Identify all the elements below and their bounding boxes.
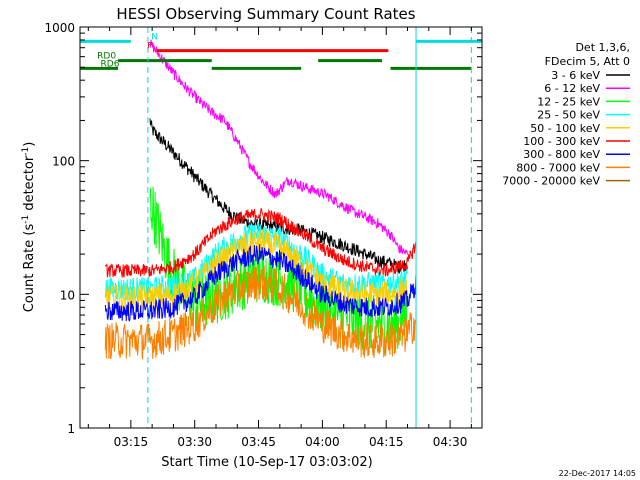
legend-label-9: 7000 - 20000 keV (502, 175, 600, 188)
x-axis: 03:15 03:30 03:45 04:00 04:15 04:30 (87, 27, 472, 449)
legend-label-3: 12 - 25 keV (537, 95, 600, 108)
y-tick-label-2: 10 (60, 288, 75, 302)
y-tick-label-3: 100 (52, 155, 75, 169)
legend-label-7: 300 - 800 keV (523, 148, 600, 161)
flag-label-f: F (147, 42, 152, 52)
series-line-2 (149, 39, 408, 255)
x-tick-label-4: 04:00 (305, 435, 340, 449)
y-axis: 1 10 100 1000 (44, 21, 482, 436)
flag-label-rd0: RD0 (97, 52, 116, 62)
legend-label-8: 800 - 7000 keV (516, 161, 600, 174)
y-tick-label-1: 1 (67, 422, 75, 436)
legend-label-5: 50 - 100 keV (530, 122, 600, 135)
y-axis-label: Count Rate (s-1 detector-1) (21, 142, 37, 313)
y-axis-label-end: ) (22, 142, 37, 147)
series-line-6 (104, 207, 417, 278)
x-tick-label-5: 04:15 (369, 435, 404, 449)
y-tick-label-4: 1000 (44, 21, 75, 35)
x-tick-label-1: 03:15 (114, 435, 149, 449)
series-line-8 (104, 265, 417, 360)
y-axis-label-main: Count Rate (s (22, 224, 37, 313)
series-layer (104, 39, 417, 360)
series-line-7 (104, 244, 417, 323)
legend-title-line-1: Det 1,3,6, (575, 41, 630, 54)
y-axis-label-exp1: -1 (21, 215, 31, 224)
series-line-5 (104, 228, 408, 311)
plot-frame (79, 26, 483, 429)
x-tick-label-3: 03:45 (241, 435, 276, 449)
footer-timestamp: 22-Dec-2017 14:05 (559, 469, 636, 478)
flag-label-n: N (151, 32, 158, 42)
legend-label-2: 6 - 12 keV (544, 82, 600, 95)
legend-label-4: 25 - 50 keV (537, 109, 600, 122)
x-tick-label-2: 03:30 (177, 435, 212, 449)
y-axis-label-exp2: -1 (21, 147, 31, 156)
chart-title: HESSI Observing Summary Count Rates (116, 5, 415, 23)
flag-label-rd6: RD6 (101, 59, 120, 69)
y-axis-label-mid: detector (22, 155, 37, 215)
x-axis-label: Start Time (10-Sep-17 03:03:02) (161, 455, 372, 470)
x-tick-label-6: 04:30 (433, 435, 468, 449)
legend-label-1: 3 - 6 keV (551, 69, 600, 82)
legend-title-line-2: FDecim 5, Att 0 (545, 55, 630, 68)
legend-label-6: 100 - 300 keV (523, 135, 600, 148)
